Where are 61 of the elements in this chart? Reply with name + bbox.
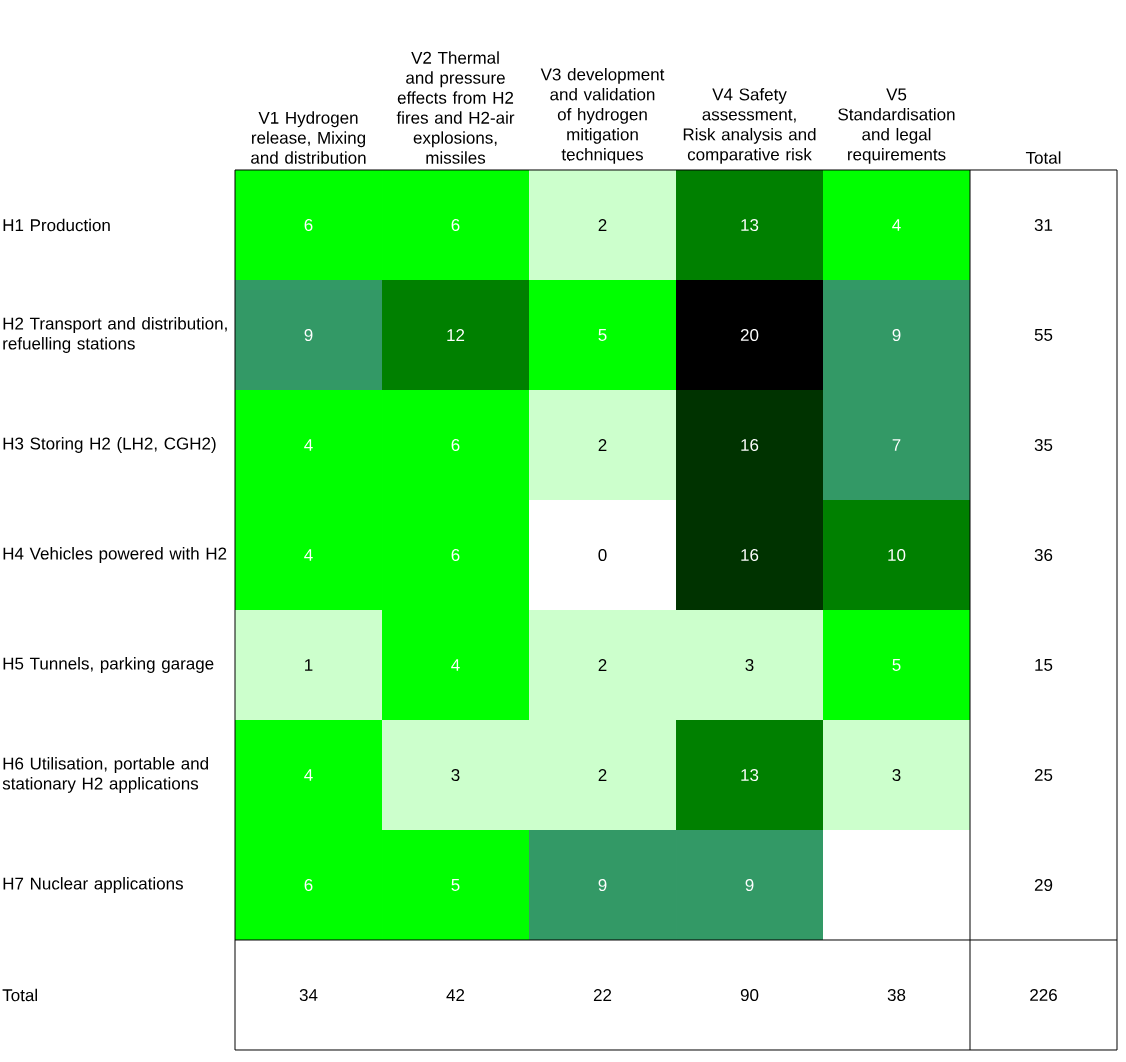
data-label: 2: [598, 219, 607, 231]
data-label: 9: [598, 878, 607, 892]
data-label: 16: [741, 548, 759, 562]
data-label: 42: [446, 989, 465, 1001]
data-label: 13: [741, 218, 759, 232]
data-label: 10: [888, 548, 906, 562]
data-label: 9: [304, 328, 313, 342]
x-tick-label: V5 Standardisation and legal requirements: [838, 88, 955, 164]
data-label: 90: [740, 988, 759, 1002]
data-label: 3: [745, 658, 754, 672]
data-label: 5: [892, 659, 901, 671]
y-tick-label: H7 Nuclear applications: [3, 877, 183, 893]
y-tick-label: Total: [2, 988, 37, 1002]
data-label: 6: [451, 548, 460, 562]
y-tick-label: H4 Vehicles powered with H2: [3, 547, 227, 563]
data-label: 6: [304, 218, 313, 232]
y-tick-label: H3 Storing H2 (LH2, CGH2): [3, 437, 216, 453]
data-label: 5: [598, 329, 607, 341]
data-label: 2: [598, 439, 607, 451]
data-label: 36: [1034, 548, 1053, 562]
x-tick-label: V4 Safety assessment, Risk analysis and comparative risk: [683, 87, 816, 164]
data-label: 3: [892, 768, 901, 782]
x-tick-label: V2 Thermal and pressure effects from H2 fires and H2-air explosions, missiles: [396, 51, 515, 164]
data-label: 5: [451, 879, 460, 891]
data-label: 4: [451, 659, 460, 671]
data-label: 6: [304, 878, 313, 892]
data-label: 9: [892, 328, 901, 342]
data-label: 25: [1034, 768, 1053, 782]
x-tick-label: V1 Hydrogen release, Mixing and distribution: [251, 111, 366, 164]
data-label: 4: [304, 769, 313, 781]
data-label: 22: [593, 989, 612, 1001]
y-tick-label: H6 Utilisation, portable and stationary H2 applications: [2, 757, 208, 793]
data-label: 2: [598, 659, 607, 671]
data-label: 3: [451, 768, 460, 782]
data-label: 7: [892, 439, 901, 451]
data-label: 6: [451, 438, 460, 452]
data-label: 9: [745, 878, 754, 892]
data-label: 0: [598, 548, 607, 562]
data-label: 29: [1034, 878, 1053, 892]
data-label: 31: [1034, 218, 1053, 232]
data-label: 1: [305, 659, 313, 671]
data-label: 34: [299, 988, 318, 1002]
x-tick-label: V3 development and validation of hydrogen mitigation techniques: [540, 67, 665, 164]
data-label: 13: [741, 768, 759, 782]
data-label: 35: [1034, 438, 1053, 452]
data-label: 20: [740, 328, 759, 342]
data-label: 4: [892, 219, 901, 231]
y-tick-label: H1 Production: [3, 218, 110, 232]
data-label: 6: [451, 218, 460, 232]
data-label: 55: [1034, 329, 1053, 341]
data-label: 16: [741, 438, 759, 452]
data-label: 15: [1035, 659, 1053, 671]
y-tick-label: H5 Tunnels, parking garage: [3, 657, 214, 673]
data-label: 12: [447, 329, 465, 341]
y-tick-label: H2 Transport and distribution, refuelling stations: [3, 317, 227, 353]
data-label: 4: [304, 549, 313, 561]
x-tick-label: Total: [1025, 151, 1061, 164]
data-label: 226: [1030, 988, 1057, 1002]
data-label: 38: [887, 988, 906, 1002]
data-label: 4: [304, 439, 313, 451]
data-label: 2: [598, 769, 607, 781]
